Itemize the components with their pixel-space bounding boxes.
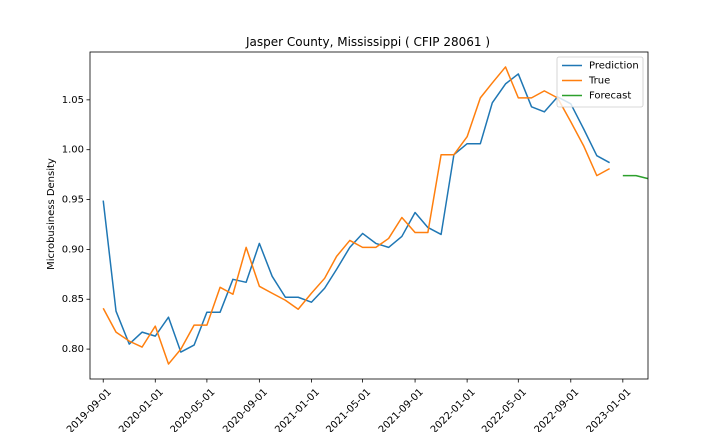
series-line-forecast: [622, 174, 649, 180]
chart-title: Jasper County, Mississippi ( CFIP 28061 …: [245, 35, 490, 49]
y-tick-label: 0.90: [62, 244, 84, 255]
y-tick-label: 1.00: [62, 145, 84, 156]
legend-label-true: True: [588, 76, 610, 87]
legend-label-prediction: Prediction: [589, 61, 639, 72]
y-tick-label: 0.85: [62, 294, 84, 305]
series-layer: [102, 66, 649, 365]
y-axis: 0.80 0.85 0.90 0.95 1.00 1.05: [62, 95, 90, 355]
legend: Prediction True Forecast: [556, 56, 644, 108]
series-line-prediction: [102, 73, 610, 353]
y-axis-label: Microbusiness Density: [46, 158, 57, 270]
y-tick-label: 0.80: [62, 344, 84, 355]
plot-frame: [89, 51, 649, 380]
y-tick-label: 1.05: [62, 95, 84, 106]
y-tick-label: 0.95: [62, 195, 84, 206]
series-line-true: [102, 66, 610, 365]
legend-label-forecast: Forecast: [589, 91, 631, 102]
legend-box: [556, 56, 644, 108]
